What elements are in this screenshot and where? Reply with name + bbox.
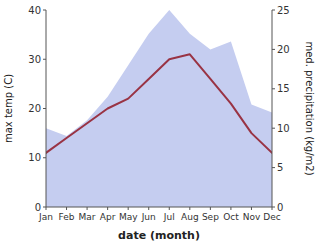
x-tick-label: Jun xyxy=(141,212,156,222)
y2-tick xyxy=(272,88,275,89)
y-tick xyxy=(43,10,46,11)
x-tick xyxy=(128,207,129,210)
y2-tick-label: 5 xyxy=(277,162,283,173)
x-tick-label: Aug xyxy=(181,212,199,222)
x-axis-label: date (month) xyxy=(118,229,200,242)
x-tick-label: Oct xyxy=(223,212,239,222)
y-tick-label: 20 xyxy=(28,103,41,114)
x-tick xyxy=(87,207,88,210)
y2-tick xyxy=(272,167,275,168)
y2-tick xyxy=(272,49,275,50)
y-tick-label: 30 xyxy=(28,54,41,65)
x-axis-line xyxy=(46,207,272,208)
x-tick-label: Jan xyxy=(38,212,53,222)
x-tick-label: Dec xyxy=(263,212,280,222)
y2-axis-line xyxy=(272,10,273,207)
chart-container: JanFebMarAprMayJunJulAugSepOctNovDec0102… xyxy=(0,0,318,247)
x-tick-label: Nov xyxy=(243,212,261,222)
y2-tick xyxy=(272,128,275,129)
precipitation-area xyxy=(46,10,272,207)
y-tick-label: 40 xyxy=(28,5,41,16)
y-tick xyxy=(43,59,46,60)
x-tick-label: Apr xyxy=(100,212,116,222)
y2-tick xyxy=(272,10,275,11)
x-tick xyxy=(251,207,252,210)
temperature-line xyxy=(46,54,272,153)
y-axis-label: max temp (C) xyxy=(3,74,14,143)
y2-tick-label: 15 xyxy=(277,83,290,94)
x-tick xyxy=(210,207,211,210)
y-tick xyxy=(43,157,46,158)
x-tick-label: Feb xyxy=(59,212,75,222)
x-tick xyxy=(169,207,170,210)
x-tick xyxy=(189,207,190,210)
y2-tick-label: 20 xyxy=(277,44,290,55)
plot-area xyxy=(46,10,272,207)
y2-tick-label: 10 xyxy=(277,123,290,134)
x-tick-label: Sep xyxy=(202,212,219,222)
x-tick-label: Mar xyxy=(79,212,96,222)
y-tick-label: 10 xyxy=(28,152,41,163)
y-tick xyxy=(43,207,46,208)
x-tick xyxy=(230,207,231,210)
y2-axis-label: med. precipitation (kg/m2) xyxy=(304,41,315,175)
x-tick xyxy=(66,207,67,210)
x-tick-label: Jul xyxy=(163,212,175,222)
x-tick xyxy=(148,207,149,210)
y2-tick-label: 25 xyxy=(277,5,290,16)
y-tick xyxy=(43,108,46,109)
x-tick xyxy=(107,207,108,210)
y2-tick-label: 0 xyxy=(277,202,283,213)
y-tick-label: 0 xyxy=(35,202,41,213)
y2-tick xyxy=(272,207,275,208)
x-tick-label: May xyxy=(119,212,138,222)
chart-svg: JanFebMarAprMayJunJulAugSepOctNovDec0102… xyxy=(0,0,318,247)
